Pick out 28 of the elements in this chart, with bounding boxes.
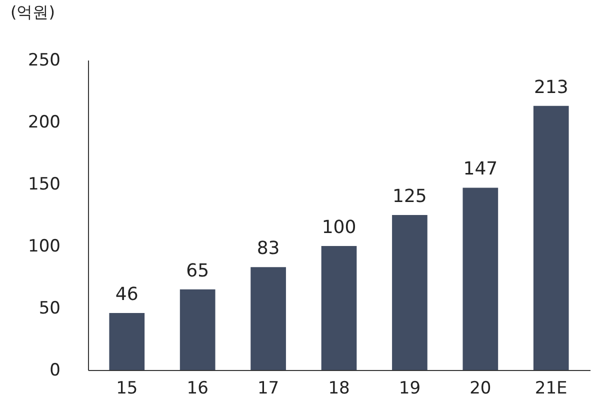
x-tick-label: 18: [328, 378, 350, 398]
bar: [392, 215, 428, 370]
bar: [462, 188, 498, 370]
bar: [533, 106, 569, 370]
data-label: 213: [534, 76, 568, 98]
y-tick-label: 50: [38, 298, 60, 318]
y-tick-label: 200: [28, 112, 60, 132]
data-label: 100: [322, 217, 356, 238]
x-tick-label: 21E: [534, 378, 568, 398]
data-label: 46: [115, 284, 138, 305]
y-tick-label: 100: [28, 236, 60, 256]
x-tick-label: 20: [470, 378, 492, 398]
y-tick-label: 0: [50, 360, 60, 380]
y-tick-label: 150: [28, 174, 60, 194]
data-label: 83: [256, 238, 280, 260]
x-tick-label: 19: [398, 378, 421, 398]
data-label: 147: [463, 158, 498, 180]
y-tick-label: 250: [28, 50, 60, 70]
x-tick-label: 15: [116, 378, 138, 398]
bar: [321, 246, 357, 370]
x-tick-label: 17: [257, 378, 280, 398]
x-tick-label: 16: [186, 378, 208, 398]
data-label: 125: [392, 186, 427, 207]
bar: [109, 312, 145, 370]
data-label: 65: [186, 260, 210, 282]
bar: [180, 289, 216, 370]
bar: [250, 267, 286, 370]
y-axis-title: (억원): [10, 2, 55, 22]
